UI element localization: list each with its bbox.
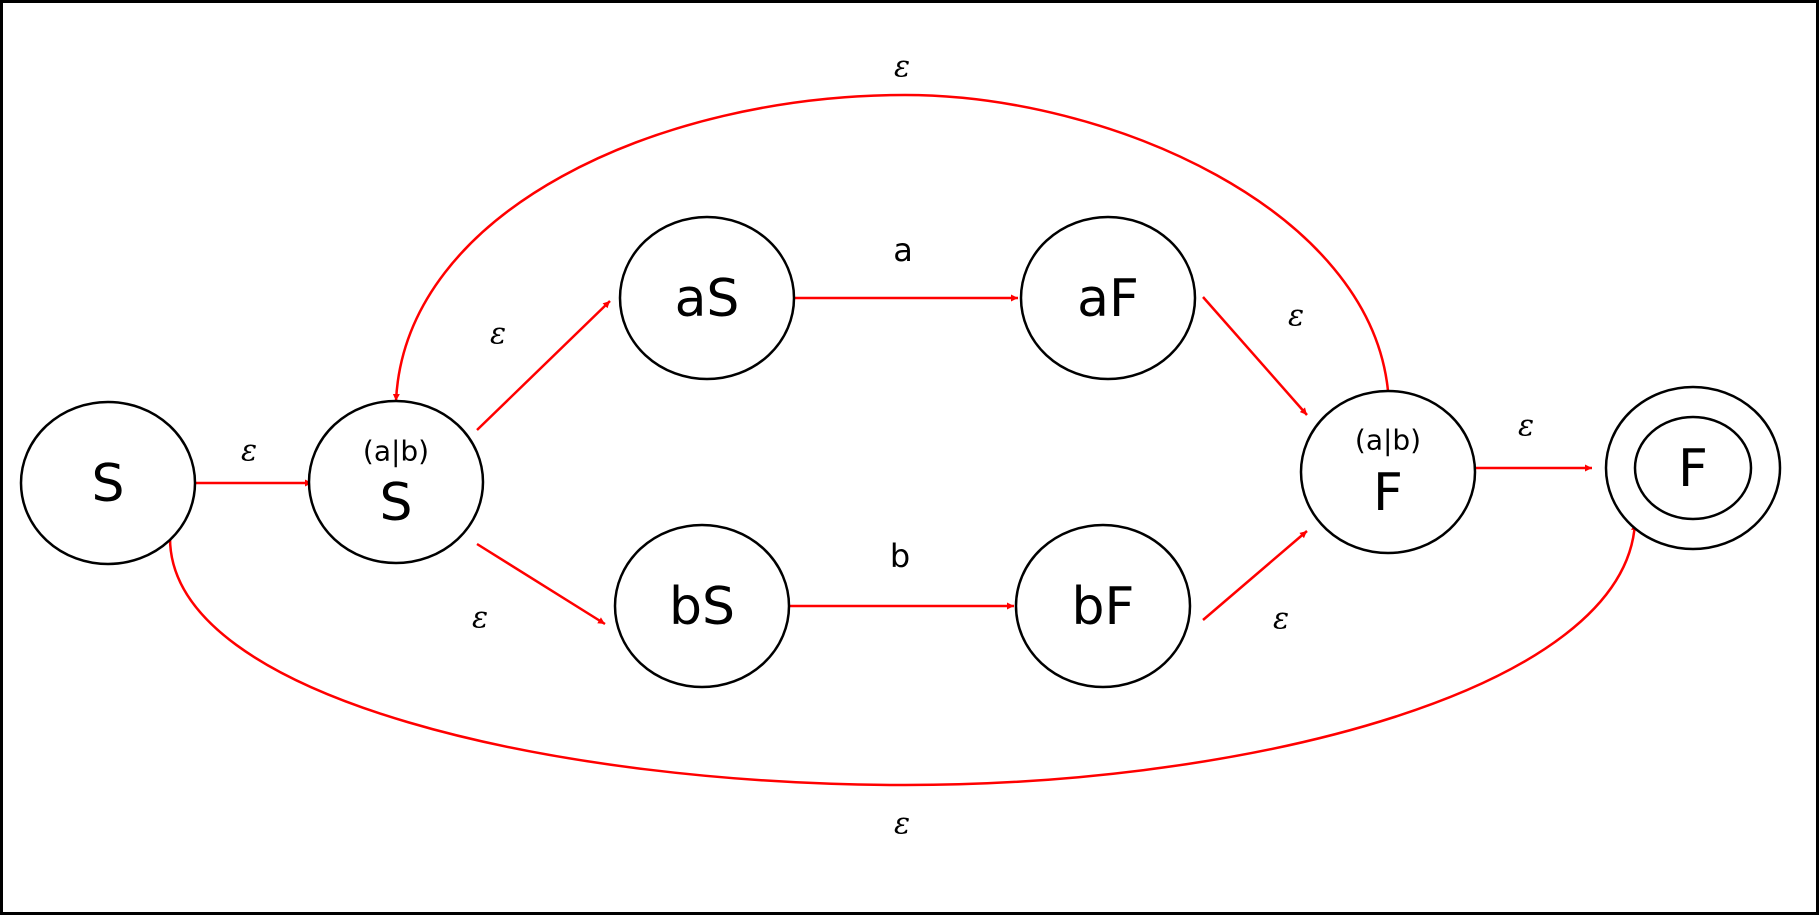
state-label: F xyxy=(1373,463,1403,523)
edge-b-final-to-union-final xyxy=(1202,530,1308,621)
edge-label-b-final-to-union-final: ε xyxy=(1273,602,1289,637)
state-union-final: (a|b) F xyxy=(1299,389,1477,555)
state-label: S xyxy=(91,454,124,514)
state-label: aS xyxy=(675,269,740,329)
state-b-start: bS xyxy=(613,523,791,689)
state-sublabel: (a|b) xyxy=(1355,424,1421,457)
edge-label-loop-union-final-to-union-start: ε xyxy=(894,50,910,85)
edge-label-a-start-to-a-final: a xyxy=(893,231,913,269)
edge-label-a-final-to-union-final: ε xyxy=(1288,299,1304,334)
state-label: bS xyxy=(669,577,735,637)
state-label: bF xyxy=(1072,577,1135,637)
state-a-final: aF xyxy=(1019,215,1197,381)
edge-a-final-to-union-final xyxy=(1202,296,1308,416)
state-b-final: bF xyxy=(1014,523,1192,689)
edge-skip-start-to-final xyxy=(168,522,1639,787)
state-label: aF xyxy=(1077,269,1139,329)
edge-label-union-start-to-b-start: ε xyxy=(472,601,488,636)
edge-union-start-to-a-start xyxy=(476,300,611,431)
state-final-accepting: F xyxy=(1604,385,1782,551)
state-start: S xyxy=(19,400,197,566)
accepting-inner-ring xyxy=(1633,415,1753,521)
state-label: S xyxy=(379,473,412,533)
edge-label-b-start-to-b-final: b xyxy=(890,537,910,575)
edge-loop-union-final-to-union-start xyxy=(392,93,1390,402)
edge-label-start-to-union-start: ε xyxy=(241,434,257,469)
state-union-start: (a|b) S xyxy=(307,399,485,565)
state-label: F xyxy=(1678,439,1708,499)
edge-label-union-start-to-a-start: ε xyxy=(490,317,506,352)
edge-union-start-to-b-start xyxy=(476,542,606,626)
state-a-start: aS xyxy=(618,215,796,381)
edge-label-skip-start-to-final: ε xyxy=(894,807,910,842)
state-sublabel: (a|b) xyxy=(363,435,429,468)
edge-label-union-final-to-final: ε xyxy=(1518,409,1534,444)
